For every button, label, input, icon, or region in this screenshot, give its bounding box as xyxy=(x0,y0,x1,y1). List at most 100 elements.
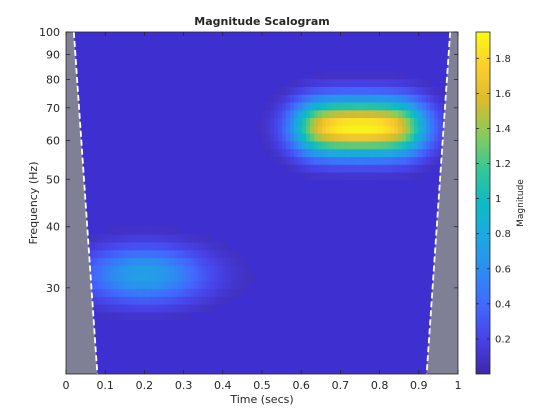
heatmap-cell xyxy=(302,94,307,103)
heatmap-cell xyxy=(214,296,219,305)
heatmap-cell xyxy=(382,86,387,95)
heatmap-cell xyxy=(94,241,99,251)
heatmap-cell xyxy=(350,164,355,173)
heatmap-cell xyxy=(322,70,327,80)
heatmap-cell xyxy=(338,70,343,80)
heatmap-cell xyxy=(270,133,275,142)
heatmap-cell xyxy=(298,86,303,95)
heatmap-cell xyxy=(390,164,395,173)
heatmap-cell xyxy=(346,148,351,157)
heatmap-cell xyxy=(154,311,159,321)
heatmap-cell xyxy=(194,249,199,259)
heatmap-cell xyxy=(406,148,411,157)
heatmap-cell xyxy=(242,257,247,266)
heatmap-cell xyxy=(230,280,235,290)
heatmap-cell xyxy=(118,304,123,313)
heatmap-cell xyxy=(302,109,307,119)
colorbar-label: Magnitude xyxy=(516,179,526,227)
heatmap-cell xyxy=(162,234,167,243)
heatmap-cell xyxy=(318,109,323,119)
heatmap-cell xyxy=(394,148,399,157)
heatmap-cell xyxy=(110,288,115,297)
heatmap-cell xyxy=(374,78,379,88)
heatmap-cell xyxy=(146,296,151,305)
heatmap-cell xyxy=(134,234,139,243)
heatmap-cell xyxy=(174,288,179,297)
heatmap-cell xyxy=(154,241,159,251)
heatmap-cell xyxy=(278,109,283,119)
heatmap-cell xyxy=(154,234,159,243)
heatmap-cell xyxy=(214,241,219,251)
heatmap-cell xyxy=(274,94,279,103)
heatmap-cell xyxy=(310,78,315,88)
heatmap-cell xyxy=(346,94,351,103)
heatmap-cell xyxy=(378,140,383,150)
heatmap-cell xyxy=(110,304,115,313)
heatmap-cell xyxy=(166,241,171,251)
heatmap-cell xyxy=(298,133,303,142)
heatmap-cell xyxy=(166,288,171,297)
heatmap-cell xyxy=(306,171,311,181)
heatmap-cell xyxy=(438,156,443,165)
heatmap-cell xyxy=(394,140,399,150)
heatmap-cell xyxy=(282,148,287,157)
heatmap-cell xyxy=(434,94,439,103)
heatmap-cell xyxy=(162,296,167,305)
heatmap-cell xyxy=(114,304,119,313)
heatmap-cell xyxy=(158,304,163,313)
heatmap-cell xyxy=(298,164,303,173)
heatmap-cell xyxy=(370,101,375,111)
heatmap-cell xyxy=(178,272,183,282)
heatmap-cell xyxy=(238,280,243,290)
heatmap-cell xyxy=(282,140,287,150)
heatmap-cell xyxy=(382,94,387,103)
heatmap-cell xyxy=(386,78,391,88)
heatmap-cell xyxy=(414,101,419,111)
heatmap-cell xyxy=(358,171,363,181)
heatmap-cell xyxy=(390,109,395,119)
heatmap-cell xyxy=(398,171,403,181)
heatmap-cell xyxy=(202,241,207,251)
heatmap-cell xyxy=(166,257,171,266)
heatmap-cell xyxy=(338,125,343,134)
heatmap-cell xyxy=(426,164,431,173)
heatmap-cell xyxy=(94,265,99,274)
heatmap-cell xyxy=(110,265,115,274)
heatmap-cell xyxy=(134,296,139,305)
heatmap-cell xyxy=(342,133,347,142)
heatmap-cell xyxy=(334,133,339,142)
heatmap-cell xyxy=(114,265,119,274)
colorbar-tick-label: 0.2 xyxy=(495,334,511,345)
heatmap-cell xyxy=(126,280,131,290)
heatmap-cell xyxy=(106,249,111,259)
x-tick-label: 1 xyxy=(455,379,462,392)
heatmap-cell xyxy=(190,265,195,274)
heatmap-cell xyxy=(382,109,387,119)
heatmap-cell xyxy=(310,156,315,165)
heatmap-cell xyxy=(402,101,407,111)
heatmap-cell xyxy=(114,280,119,290)
heatmap-cell xyxy=(290,94,295,103)
heatmap-cell xyxy=(142,234,147,243)
heatmap-cell xyxy=(298,109,303,119)
heatmap-cell xyxy=(334,171,339,181)
heatmap-cell xyxy=(198,241,203,251)
heatmap-cell xyxy=(190,257,195,266)
heatmap-cell xyxy=(310,140,315,150)
heatmap-cell xyxy=(290,78,295,88)
heatmap-cell xyxy=(114,272,119,282)
heatmap-cell xyxy=(422,109,427,119)
heatmap-cell xyxy=(398,109,403,119)
heatmap-cell xyxy=(134,288,139,297)
colorbar: 0.2 0.4 0.6 0.8 1 1.2 1.4 1.6 1.8 Magnitude xyxy=(475,31,526,375)
heatmap-cell xyxy=(430,117,435,126)
heatmap-cell xyxy=(158,265,163,274)
heatmap-cell xyxy=(374,101,379,111)
heatmap-cell xyxy=(410,94,415,103)
heatmap-cell xyxy=(178,257,183,266)
heatmap-cell xyxy=(338,171,343,181)
heatmap-cell xyxy=(354,94,359,103)
heatmap-cell xyxy=(130,249,135,259)
heatmap-cell xyxy=(218,241,223,251)
heatmap-cell xyxy=(286,164,291,173)
